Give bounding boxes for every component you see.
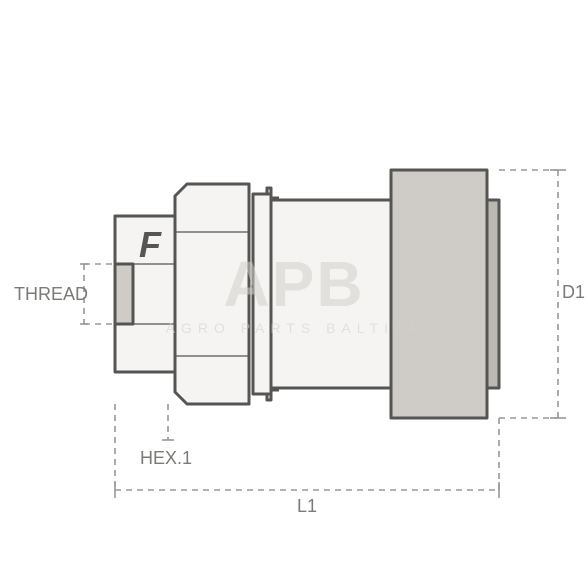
label-l1: L1 (297, 496, 317, 517)
label-hex1: HEX.1 (140, 448, 192, 469)
f-mark: F (139, 224, 161, 266)
label-d1: D1 (562, 282, 585, 303)
diagram-svg (0, 0, 588, 588)
label-thread: THREAD (14, 284, 88, 305)
